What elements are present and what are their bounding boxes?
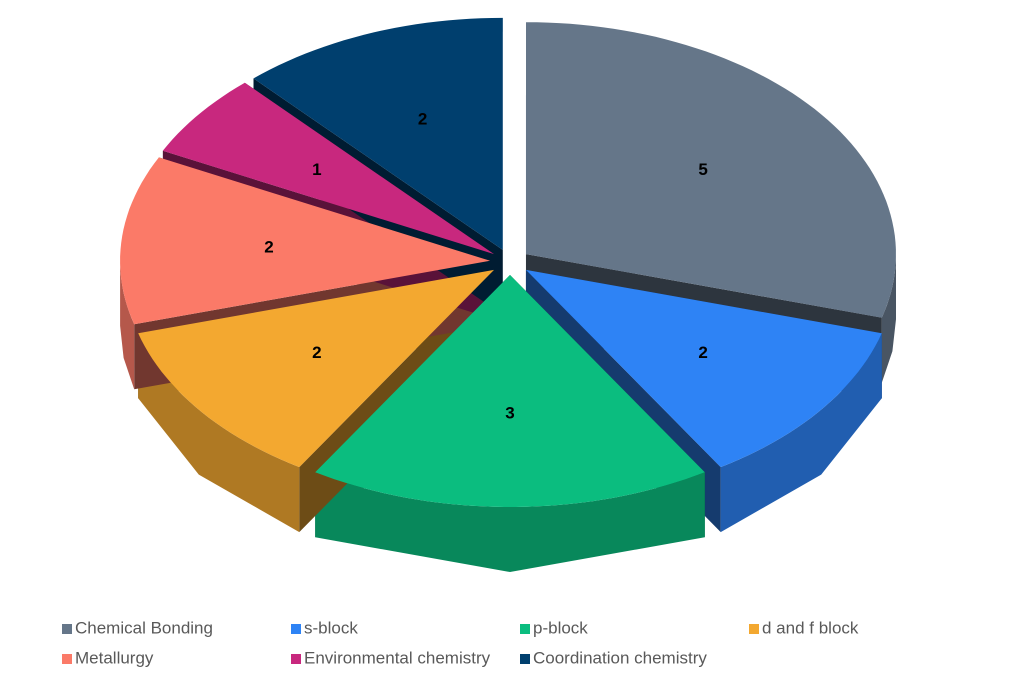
legend-label: Coordination chemistry — [533, 648, 707, 667]
slice — [525, 269, 882, 468]
legend-label: Chemical Bonding — [75, 618, 213, 637]
slice — [253, 17, 503, 250]
legend-swatch — [291, 654, 301, 664]
legend-label: s-block — [304, 618, 358, 637]
data-label: 2 — [698, 343, 707, 362]
slice-rim — [120, 260, 135, 390]
legend-swatch — [749, 624, 759, 634]
legend-swatch — [291, 624, 301, 634]
slice-rim — [720, 333, 882, 533]
slice — [120, 157, 491, 325]
legend-label: d and f block — [762, 618, 859, 637]
legend-swatch — [520, 654, 530, 664]
data-label: 5 — [698, 160, 707, 179]
data-label: 2 — [312, 343, 321, 362]
legend-swatch — [520, 624, 530, 634]
data-label: 1 — [312, 160, 321, 179]
slice-rim — [138, 333, 300, 533]
slice — [138, 269, 495, 468]
legend-label: Environmental chemistry — [304, 648, 491, 667]
legend-swatch — [62, 624, 72, 634]
data-label: 2 — [264, 237, 273, 256]
data-label: 2 — [418, 110, 427, 129]
slice-tops — [120, 17, 896, 507]
legend-label: p-block — [533, 618, 588, 637]
slice-rim — [315, 472, 705, 572]
legend-label: Metallurgy — [75, 648, 154, 667]
slice — [525, 22, 896, 318]
slice-rim — [881, 254, 896, 383]
slice — [162, 82, 495, 255]
legend-swatch — [62, 654, 72, 664]
slice — [315, 275, 705, 507]
data-label: 3 — [505, 404, 514, 423]
